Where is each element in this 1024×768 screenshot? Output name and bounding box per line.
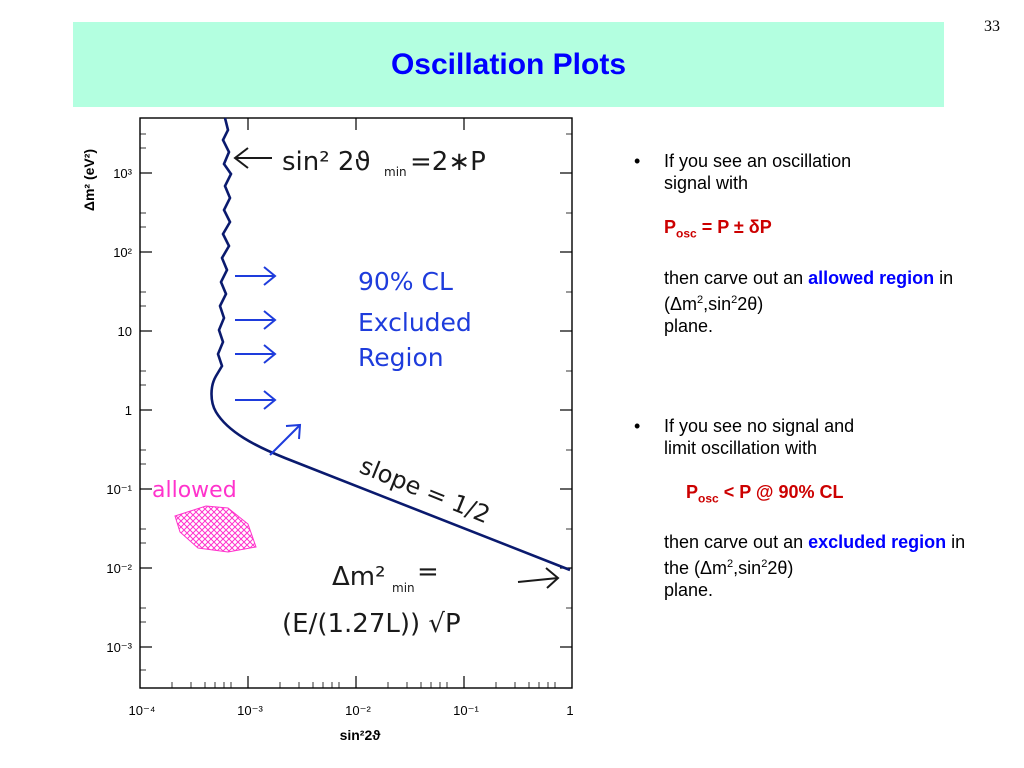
dm-min-label: Δm²: [332, 562, 386, 592]
slope-label: slope = 1/2: [356, 452, 494, 530]
dm-min-subscript: min: [392, 581, 415, 595]
dm-min-equals: =: [417, 557, 439, 587]
y-tick-label: 10³: [113, 166, 132, 181]
diagonal-arrow-icon: [269, 423, 302, 456]
bullet-text: then carve out an excluded region in the…: [664, 532, 966, 601]
y-tick-label: 10: [118, 324, 132, 339]
region-label: Region: [358, 343, 444, 372]
plot-frame: [139, 117, 573, 689]
title-bar: Oscillation Plots: [73, 22, 944, 107]
bullet-text: limit oscillation with: [664, 437, 818, 458]
right-arrow-icon: [517, 567, 560, 589]
cl-label: 90% CL: [358, 267, 453, 296]
y-tick-label: 10⁻²: [106, 561, 132, 576]
bullet-text: If you see no signal and: [664, 415, 855, 436]
sin-min-subscript: min: [384, 165, 407, 179]
y-tick-label: 10⁻³: [106, 640, 132, 655]
x-axis-label: sin²2ϑ: [340, 727, 382, 743]
sin-min-rhs: =2∗P: [410, 147, 486, 177]
sin-min-label: sin² 2ϑ: [282, 147, 371, 177]
x-tick-label: 10⁻⁴: [129, 703, 156, 718]
excluded-label: Excluded: [358, 308, 472, 337]
formula-limit: Posc < P @ 90% CL: [686, 481, 844, 506]
dm-min-formula: (E/(1.27L)) √P: [282, 609, 461, 639]
y-minor-ticks: [140, 133, 572, 671]
x-major-ticks: [247, 118, 465, 688]
right-arrow-icon: [235, 344, 277, 364]
right-arrow-icon: [235, 266, 277, 286]
y-tick-label: 10⁻¹: [106, 482, 132, 497]
right-arrow-icon: [235, 310, 277, 330]
bullet-text: signal with: [664, 173, 749, 193]
bullet-no-signal: • If you see no signal and limit oscilla…: [632, 415, 992, 602]
y-tick-label: 1: [125, 403, 132, 418]
slide-title: Oscillation Plots: [390, 47, 627, 81]
bullet-dot: •: [634, 415, 641, 436]
bullet-text: If you see an oscillation: [664, 151, 852, 171]
allowed-region: [174, 505, 257, 553]
y-tick-label: 10²: [113, 245, 132, 260]
right-arrow-icon: [235, 390, 277, 410]
bullet-signal: • If you see an oscillation signal with …: [632, 150, 992, 337]
x-tick-label: 10⁻²: [345, 703, 371, 718]
bullet-text: then carve out an allowed region in (Δm2…: [664, 267, 954, 336]
x-tick-label: 10⁻¹: [453, 703, 479, 718]
left-arrow-icon: [233, 147, 272, 169]
exclusion-plot: 10³ 10² 10 1 10⁻¹ 10⁻² 10⁻³ 10⁻⁴ 10⁻³ 10…: [70, 110, 590, 750]
exclusion-curve: [210, 117, 571, 572]
x-minor-ticks: [171, 682, 556, 688]
allowed-label: allowed: [152, 478, 237, 503]
x-tick-label: 10⁻³: [237, 703, 263, 718]
x-tick-label: 1: [566, 703, 573, 718]
y-axis-label: Δm² (eV²): [81, 149, 97, 211]
bullet-list: • If you see an oscillation signal with …: [632, 150, 992, 601]
formula-signal: Posc = P ± δP: [664, 217, 772, 241]
bullet-dot: •: [634, 151, 641, 171]
slide-number: 33: [984, 18, 1000, 35]
